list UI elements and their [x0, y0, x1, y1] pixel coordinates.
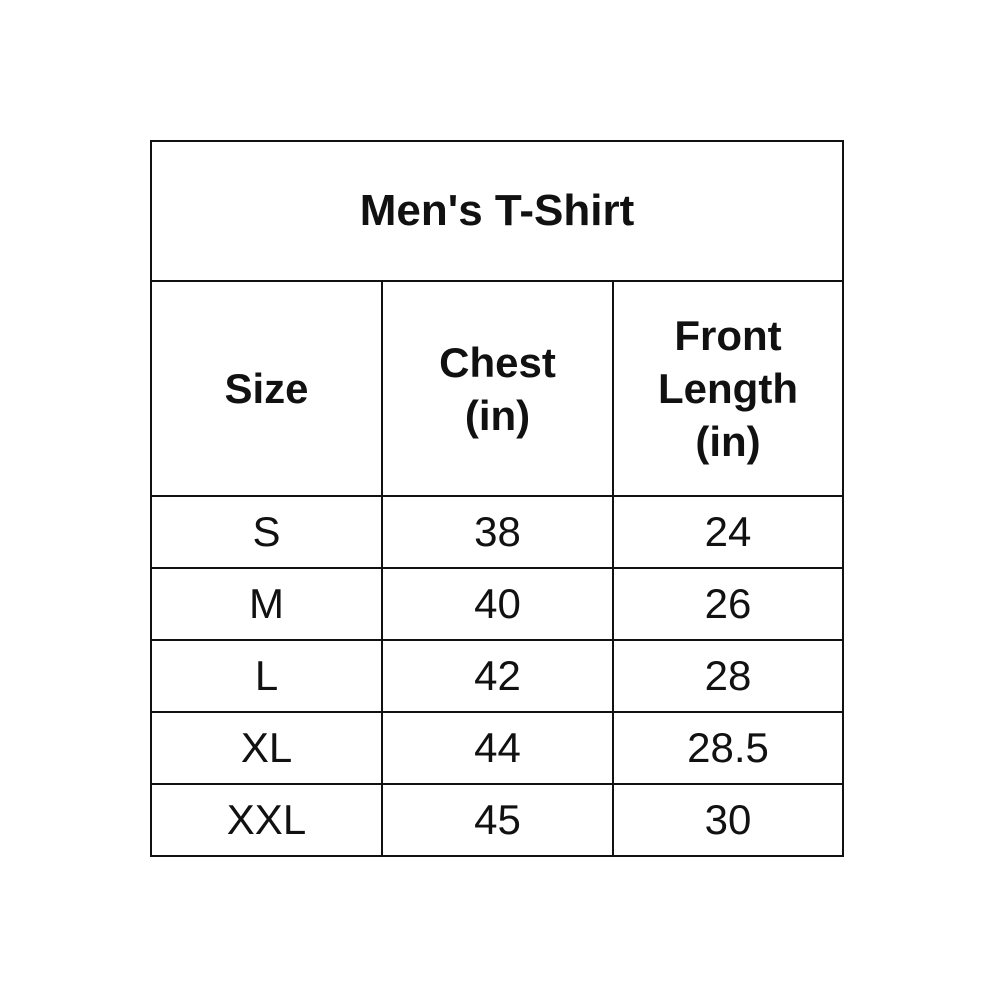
chest-cell: 45: [381, 783, 614, 857]
length-cell: 26: [612, 567, 844, 641]
size-chart-table: Men's T-Shirt Size Chest (in) Front Leng…: [150, 140, 844, 857]
table-title: Men's T-Shirt: [150, 140, 844, 282]
size-cell: S: [150, 495, 383, 569]
header-chest: Chest (in): [381, 280, 614, 497]
length-cell: 24: [612, 495, 844, 569]
table-row: M 40 26: [150, 567, 844, 641]
table-row: XL 44 28.5: [150, 711, 844, 785]
header-size: Size: [150, 280, 383, 497]
size-cell: M: [150, 567, 383, 641]
table-row: S 38 24: [150, 495, 844, 569]
chest-cell: 40: [381, 567, 614, 641]
length-cell: 28: [612, 639, 844, 713]
chest-cell: 42: [381, 639, 614, 713]
size-cell: XL: [150, 711, 383, 785]
table-row: L 42 28: [150, 639, 844, 713]
table-row: XXL 45 30: [150, 783, 844, 857]
header-row: Size Chest (in) Front Length (in): [150, 280, 844, 497]
length-cell: 30: [612, 783, 844, 857]
header-front-length: Front Length (in): [612, 280, 844, 497]
size-cell: XXL: [150, 783, 383, 857]
length-cell: 28.5: [612, 711, 844, 785]
size-cell: L: [150, 639, 383, 713]
chest-cell: 38: [381, 495, 614, 569]
chest-cell: 44: [381, 711, 614, 785]
